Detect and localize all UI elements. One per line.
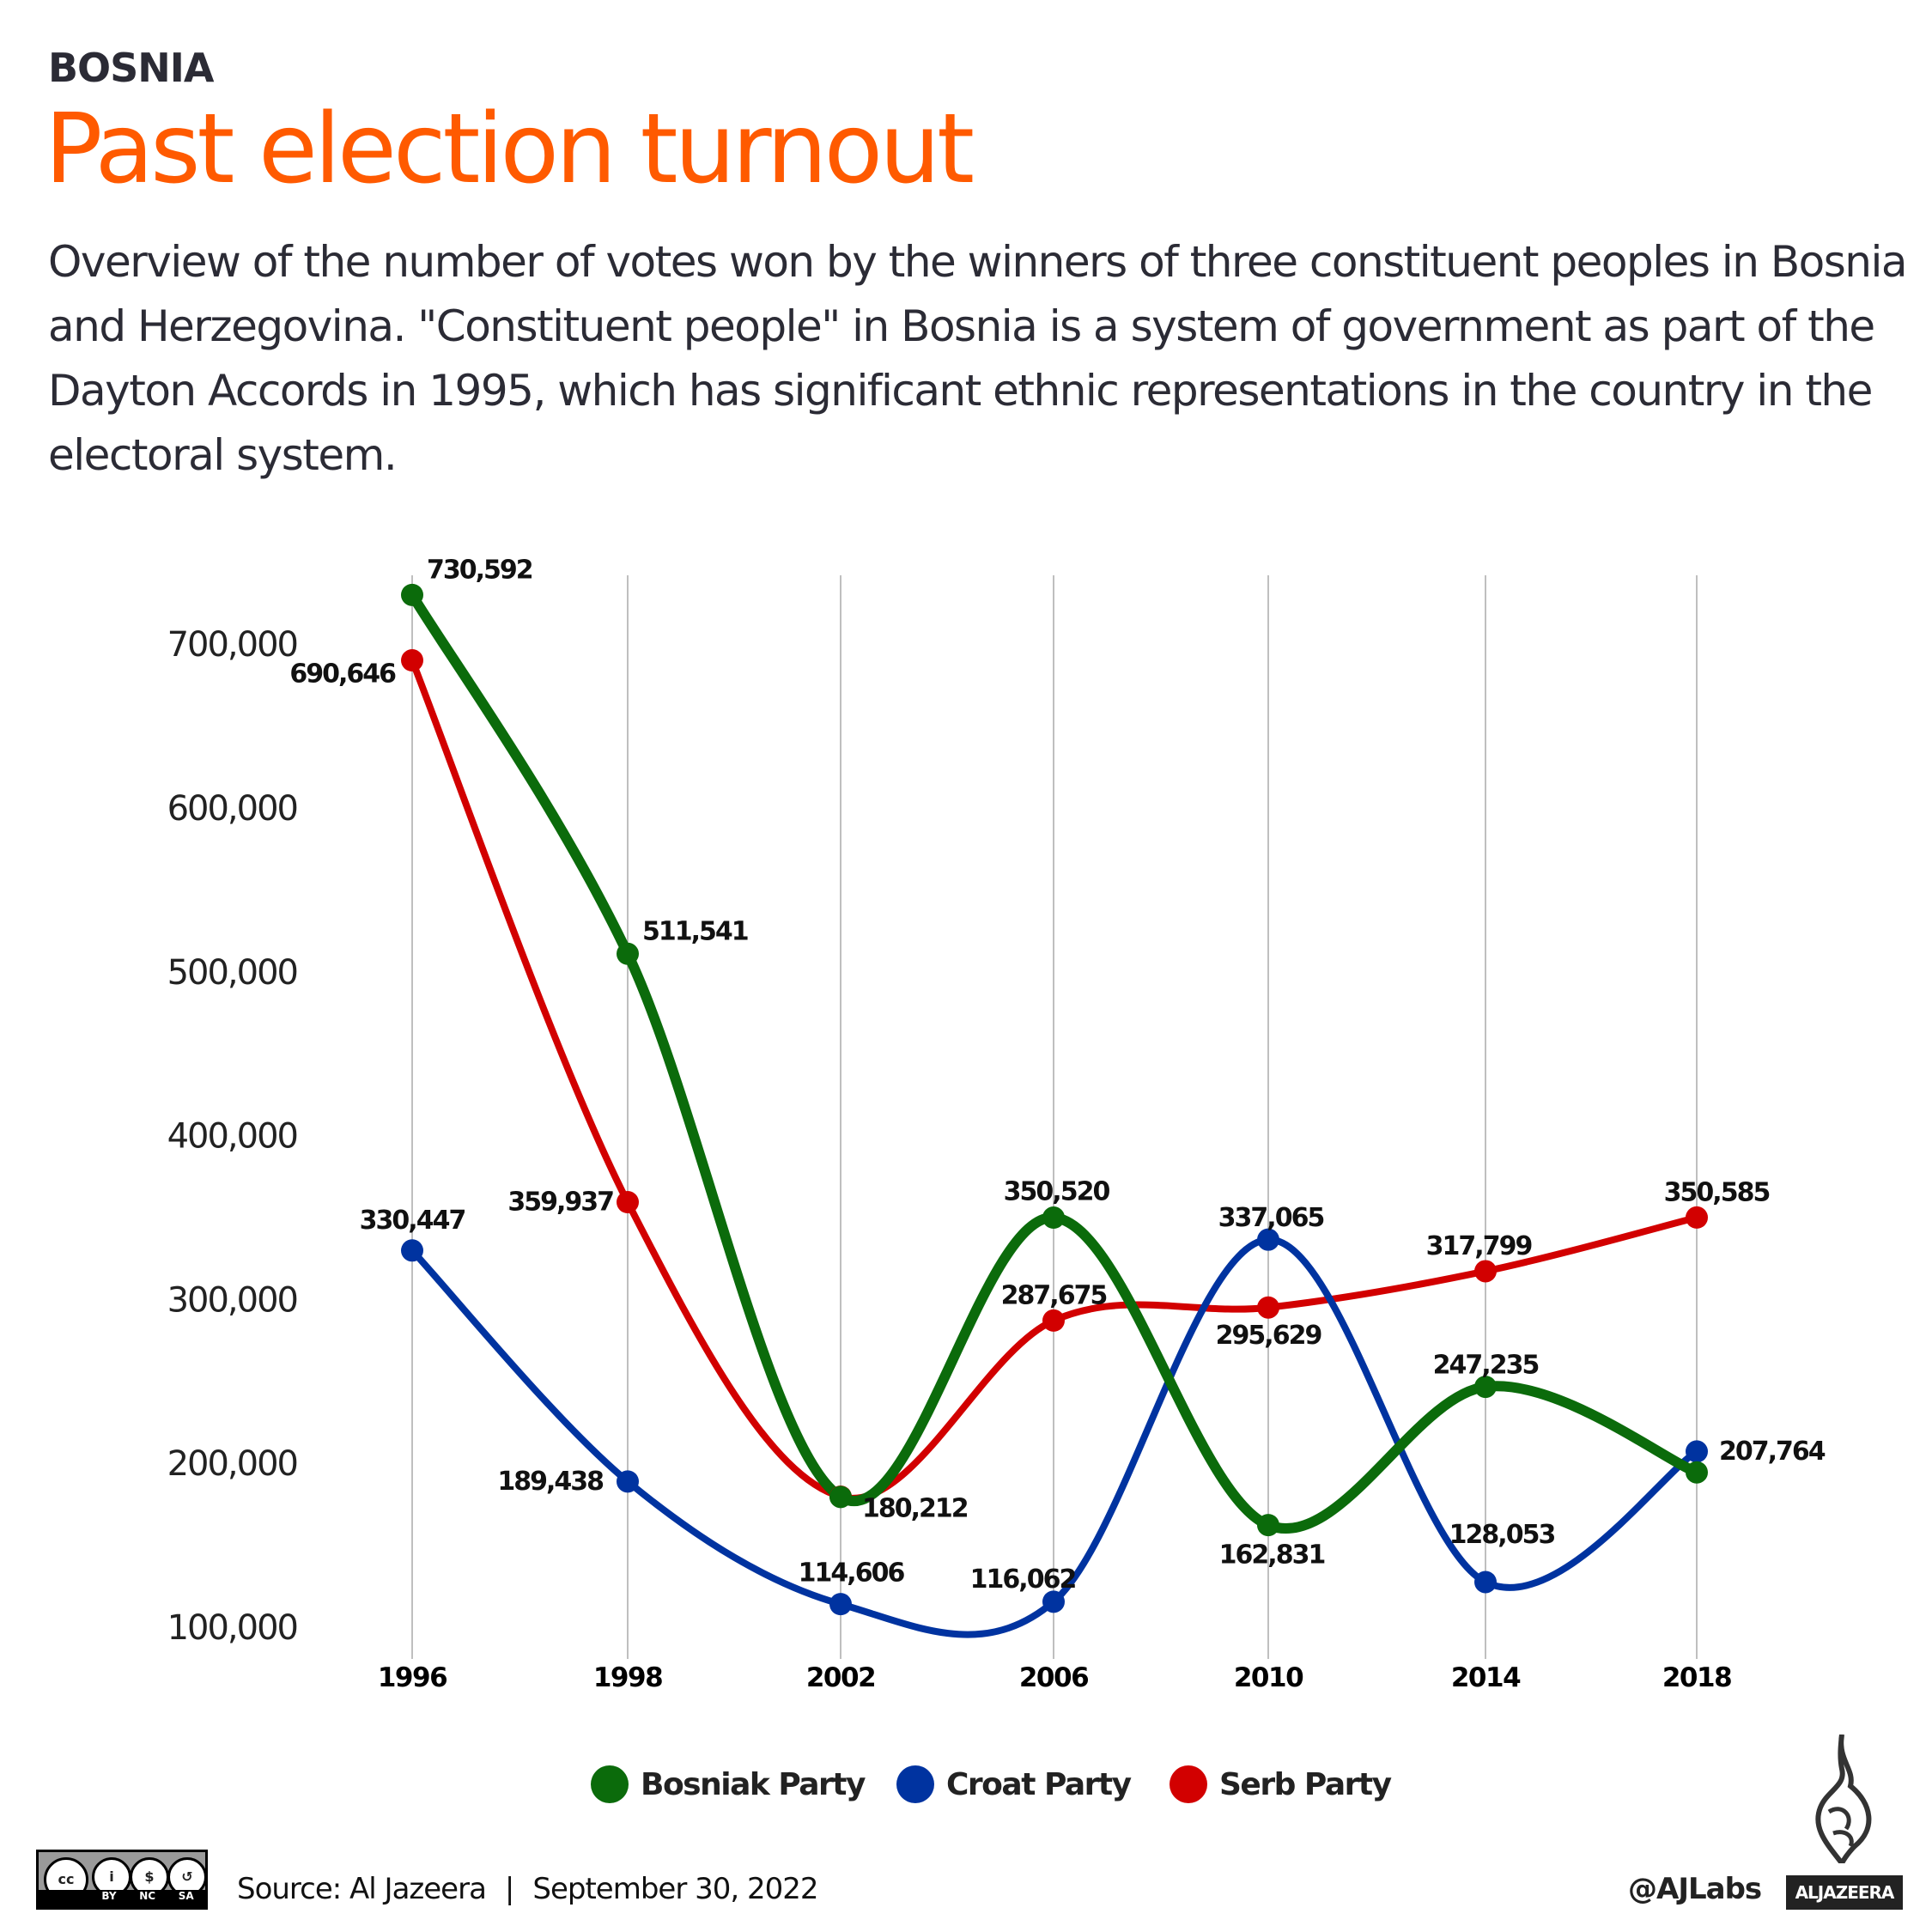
data-point <box>1686 1440 1708 1463</box>
legend-swatch <box>1170 1765 1207 1803</box>
data-label: 350,585 <box>1664 1177 1770 1207</box>
aljazeera-logo-icon <box>1815 1735 1872 1863</box>
x-tick-label: 1996 <box>378 1662 447 1693</box>
data-point <box>1257 1514 1279 1537</box>
data-label: 162,831 <box>1219 1540 1325 1571</box>
x-tick-label: 2018 <box>1662 1662 1731 1693</box>
y-tick-label: 300,000 <box>167 1280 297 1320</box>
data-point <box>1042 1309 1065 1332</box>
data-point <box>401 1239 423 1262</box>
legend-label: Croat Party <box>946 1766 1132 1802</box>
data-point <box>401 583 423 606</box>
data-label: 511,541 <box>642 916 748 946</box>
data-label: 128,053 <box>1449 1520 1555 1550</box>
data-point <box>1257 1228 1279 1251</box>
legend: Bosniak Party Croat Party Serb Party <box>0 1765 1932 1808</box>
license-sa: SA <box>178 1890 194 1902</box>
legend-label: Bosniak Party <box>641 1766 866 1802</box>
x-tick-label: 2014 <box>1451 1662 1521 1693</box>
legend-swatch <box>591 1765 629 1803</box>
x-tick-label: 1998 <box>593 1662 662 1693</box>
data-label: 359,937 <box>507 1188 613 1218</box>
license-by: BY <box>101 1890 117 1902</box>
data-point <box>829 1485 852 1509</box>
cc-license-badge: cc i $ ↺ BY NC SA <box>36 1850 208 1910</box>
data-label: 287,675 <box>1001 1280 1107 1310</box>
legend-item-serb: Serb Party <box>1170 1765 1392 1803</box>
series-line-bosniak-party <box>407 589 1702 1534</box>
data-label: 690,646 <box>289 659 396 690</box>
data-point <box>829 1593 852 1616</box>
y-tick-label: 600,000 <box>167 789 297 829</box>
data-point <box>1686 1461 1708 1484</box>
data-label: 116,062 <box>970 1564 1076 1595</box>
footer-source: Source: Al Jazeera | September 30, 2022 <box>237 1872 819 1906</box>
data-label: 317,799 <box>1426 1231 1532 1261</box>
separator: | <box>504 1872 515 1906</box>
data-point <box>617 1191 639 1214</box>
data-label: 189,438 <box>497 1467 604 1497</box>
y-tick-label: 100,000 <box>167 1608 297 1648</box>
data-point <box>1474 1571 1497 1594</box>
data-point <box>401 649 423 672</box>
legend-item-bosniak: Bosniak Party <box>591 1765 866 1803</box>
data-label: 330,447 <box>360 1206 465 1236</box>
legend-swatch <box>896 1765 934 1803</box>
page-title: Past election turnout <box>45 94 975 205</box>
data-label: 295,629 <box>1216 1321 1321 1351</box>
x-tick-label: 2006 <box>1019 1662 1088 1693</box>
source-text: Source: Al Jazeera <box>237 1872 487 1906</box>
series-line-serb-party <box>409 657 1700 1502</box>
data-label: 207,764 <box>1719 1437 1826 1467</box>
data-label: 350,520 <box>1004 1177 1110 1207</box>
y-tick-label: 400,000 <box>167 1117 297 1157</box>
data-label: 180,212 <box>862 1493 968 1523</box>
aj-labs-handle: @AJLabs <box>1628 1872 1762 1906</box>
kicker: BOSNIA <box>48 45 215 91</box>
y-tick-label: 700,000 <box>167 625 297 665</box>
data-label: 337,065 <box>1218 1203 1324 1233</box>
data-label: 114,606 <box>799 1558 905 1589</box>
data-point <box>1686 1206 1708 1229</box>
legend-label: Serb Party <box>1219 1766 1392 1802</box>
data-point <box>1474 1376 1497 1399</box>
aljazeera-wordmark: ALJAZEERA <box>1786 1875 1903 1910</box>
data-label: 730,592 <box>427 555 532 585</box>
x-tick-label: 2002 <box>806 1662 875 1693</box>
date-text: September 30, 2022 <box>532 1872 818 1906</box>
data-point <box>1474 1260 1497 1283</box>
data-label: 247,235 <box>1433 1351 1539 1381</box>
description: Overview of the number of votes won by t… <box>48 237 1908 480</box>
data-point <box>617 1470 639 1493</box>
data-point <box>1257 1296 1279 1319</box>
y-tick-label: 200,000 <box>167 1444 297 1484</box>
y-tick-label: 500,000 <box>167 953 297 993</box>
legend-item-croat: Croat Party <box>896 1765 1132 1803</box>
data-point <box>1042 1590 1065 1613</box>
license-nc: NC <box>139 1890 156 1902</box>
x-tick-label: 2010 <box>1234 1662 1303 1693</box>
data-point <box>1042 1206 1065 1230</box>
data-point <box>617 942 639 965</box>
